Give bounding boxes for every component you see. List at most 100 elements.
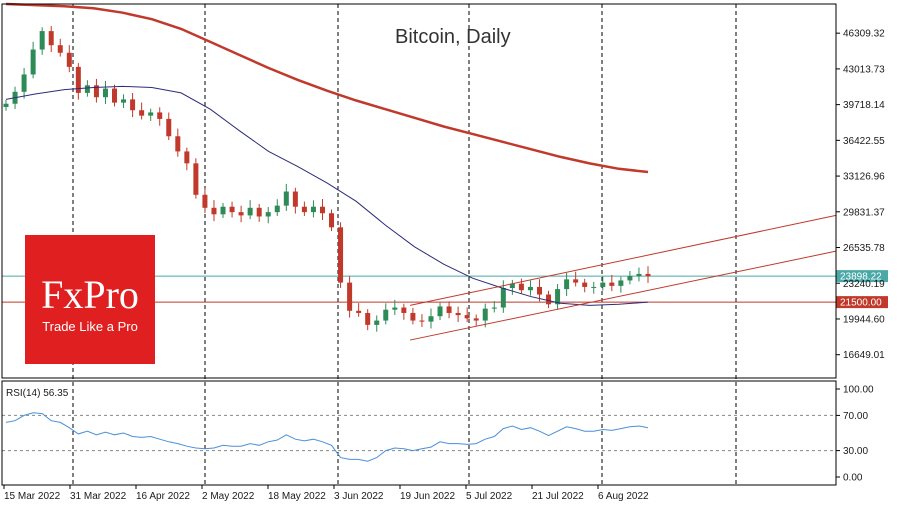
date-tick-label: 31 Mar 2022 [70,491,127,502]
candle-body [419,320,425,322]
price-tick-label: 33126.96 [843,172,885,183]
candle-body [473,318,479,321]
price-tick-label: 39718.14 [843,100,885,111]
candle-body [66,52,72,67]
price-tick-label: 26535.78 [843,243,885,254]
candle-body [600,282,606,287]
date-tick-label: 16 Apr 2022 [136,491,190,502]
vertical-grid [72,4,737,485]
candle-body [220,206,226,215]
candle-body [645,273,651,277]
candle-body [238,212,244,216]
candle-body [121,99,127,103]
candle-body [546,294,552,305]
candle-body [184,151,190,164]
price-tag-label: 21500.00 [840,298,882,309]
candle-body [446,306,452,313]
candle-body [482,308,488,321]
candle-body [148,112,154,116]
rsi-tick-label: 0.00 [843,473,863,484]
price-tag [836,296,888,309]
axes: 46309.32 43013.73 39718.14 36422.55 33126.96… [1,3,885,502]
candle-body [564,279,570,290]
price-tick-label: 29831.37 [843,207,885,218]
channel-lower-line [409,250,837,341]
candle-body [609,282,615,286]
candle-body [157,112,163,119]
candle-body [211,207,217,215]
date-tick-label: 3 Jun 2022 [334,491,384,502]
candle-body [518,283,524,291]
candle-body [329,213,335,228]
date-tick-label: 19 Jun 2022 [400,491,455,502]
candle-body [139,110,145,116]
logo-slogan: Trade Like a Pro [42,319,138,334]
rsi-tick-label: 30.00 [843,446,868,457]
candle-body [527,286,533,291]
candle-body [283,191,289,206]
candle-body [627,276,633,281]
date-tick-label: 18 May 2022 [268,491,326,502]
candle-body [75,66,81,93]
date-tick-label: 2 May 2022 [202,491,255,502]
candle-body [166,118,172,137]
candle-body [410,312,416,321]
candle-body [319,206,325,214]
price-tick-label: 23240.19 [843,279,885,290]
price-tick-label: 19944.60 [843,314,885,325]
candle-body [57,45,63,53]
price-panel: 23898.22 21500.00 [2,2,888,341]
candle-body [193,163,199,195]
moving-average-long [5,2,649,174]
candle-body [102,88,108,98]
candle-body [509,283,515,289]
price-tick-label: 16649.01 [843,350,885,361]
candle-body [347,282,353,311]
price-tick-label: 43013.73 [843,64,885,75]
price-tick-label: 46309.32 [843,29,885,40]
price-tick-label: 36422.55 [843,136,885,147]
candle-body [392,307,398,310]
candle-body [618,280,624,286]
candle-body [30,49,36,75]
candle-body [555,289,561,305]
candle-body [573,279,579,283]
candle-body [374,320,380,325]
candle-body [582,282,588,287]
candle-body [301,206,307,213]
candle-body [365,312,371,325]
candle-body [491,307,497,309]
candle-body [93,85,99,98]
candle-body [229,206,235,213]
candle-body [265,212,271,217]
rsi-tick-label: 70.00 [843,411,868,422]
candle-body [536,286,542,295]
candle-body [356,310,362,313]
candle-body [202,194,208,208]
date-tick-label: 15 Mar 2022 [4,491,61,502]
channel-upper-line [409,214,837,306]
candle-body [591,286,597,288]
moving-average-short [5,85,649,306]
candle-body [428,316,434,322]
candle-body [464,315,470,319]
rsi-line [5,412,649,462]
candle-body [112,88,118,103]
candle-body [292,191,298,207]
candle-body [247,207,253,216]
rsi-frame [1,380,837,486]
candle-body [130,99,136,111]
candle-body [21,74,27,92]
rsi-tick-label: 100.00 [843,385,874,396]
logo-brand: FxPro [41,272,139,317]
rsi-label: RSI(14) 56.35 [6,388,69,399]
candle-body [636,273,642,277]
candle-body [383,309,389,321]
price-frame [1,3,837,379]
candle-body [455,312,461,316]
date-tick-label: 21 Jul 2022 [532,491,584,502]
candle-body [48,31,54,46]
candle-body [3,103,9,107]
price-tag [836,270,888,283]
candle-body [39,31,45,50]
